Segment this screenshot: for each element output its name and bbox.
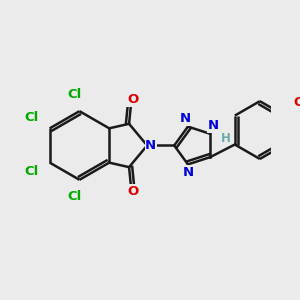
Text: O: O	[294, 96, 300, 109]
Text: N: N	[145, 139, 156, 152]
Text: H: H	[220, 132, 230, 145]
Text: N: N	[182, 166, 194, 179]
Text: N: N	[180, 112, 191, 125]
Text: Cl: Cl	[68, 190, 82, 202]
Text: O: O	[127, 93, 138, 106]
Text: Cl: Cl	[25, 165, 39, 178]
Text: N: N	[207, 119, 218, 132]
Text: O: O	[127, 185, 138, 198]
Text: Cl: Cl	[68, 88, 82, 101]
Text: Cl: Cl	[25, 111, 39, 124]
